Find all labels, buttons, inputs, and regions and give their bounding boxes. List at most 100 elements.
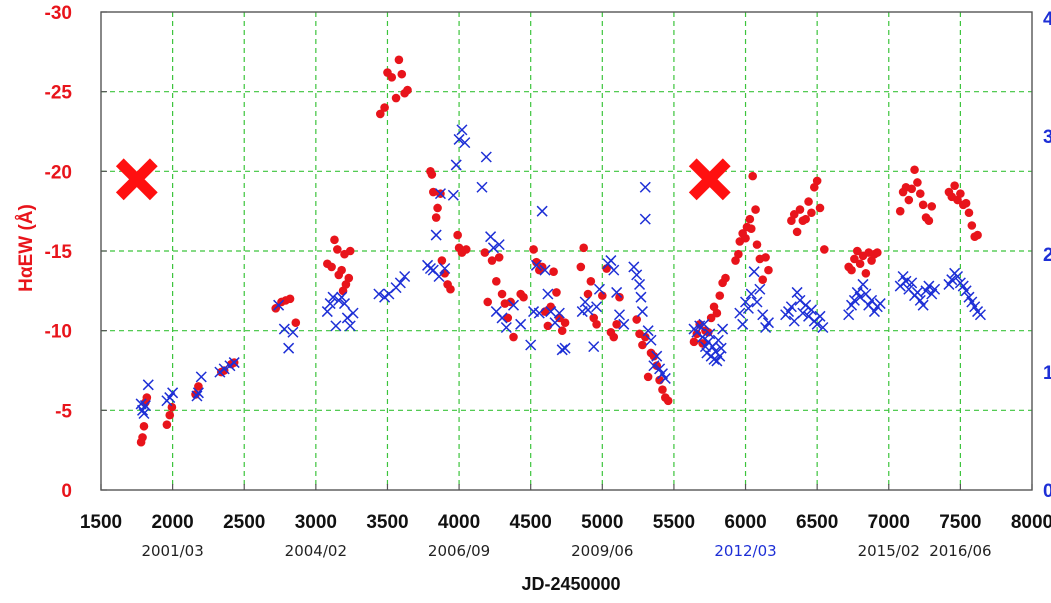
blue-cross-point [283, 342, 295, 354]
red-circle-point [873, 248, 882, 257]
red-circle-point [927, 202, 937, 211]
blue-cross-point [751, 296, 763, 308]
red-circle-point [165, 410, 175, 420]
y2-tick-label: 2 [1043, 245, 1051, 266]
red-circle-point [376, 109, 385, 119]
blue-cross-point [797, 307, 809, 319]
red-circle-point [492, 276, 501, 286]
blue-cross-point [906, 277, 918, 289]
y2-tick-label: 3 [1043, 127, 1051, 148]
blue-cross-point [273, 299, 285, 311]
red-circle-point [487, 256, 497, 265]
y-axis-ticks: 0 -5 -10 -15 -20 -25 -30 [45, 3, 107, 502]
red-circle-point [612, 319, 621, 329]
red-circle-point [380, 103, 389, 112]
x-tick-label: 5000 [581, 512, 623, 533]
red-circle-point [391, 93, 401, 103]
red-circle-point [327, 262, 336, 272]
blue-cross-point [430, 229, 442, 241]
blue-cross-point [338, 298, 351, 310]
blue-cross-point [757, 309, 769, 321]
red-circle-point [453, 230, 462, 240]
blue-cross-point [459, 137, 471, 149]
blue-cross-point [553, 307, 565, 319]
red-circle-point [483, 297, 493, 307]
red-circle-point [397, 69, 407, 79]
red-circle-point [956, 189, 965, 198]
red-circle-point [437, 256, 447, 265]
x-tick-label: 8000 [1011, 512, 1051, 533]
x-tick-label: 7000 [868, 512, 910, 533]
red-circle-point [427, 170, 437, 179]
blue-cross-point [843, 309, 855, 321]
red-circle-point [344, 273, 354, 283]
red-circle-point [820, 245, 829, 254]
blue-cross-point [631, 269, 643, 281]
blue-cross-point [556, 344, 568, 356]
red-circle-point [497, 289, 507, 299]
blue-cross-point [745, 288, 757, 300]
blue-cross-point [636, 306, 648, 318]
blue-cross-point [545, 306, 557, 318]
y-tick-label: -15 [45, 242, 73, 263]
red-circle-point [812, 176, 822, 186]
y-tick-label: -5 [55, 401, 72, 422]
red-circle-point [807, 208, 816, 218]
blue-cross-point [754, 283, 766, 295]
y-tick-label: 0 [61, 481, 72, 502]
red-circle-point [643, 372, 653, 382]
blue-cross-point [218, 363, 230, 375]
blue-cross-point [811, 318, 823, 330]
blue-cross-point [593, 283, 605, 295]
blue-cross-point [748, 266, 760, 278]
blue-cross-point [542, 288, 554, 300]
blue-cross-point [717, 323, 729, 335]
blue-cross-point [327, 291, 339, 303]
red-circle-point [529, 245, 538, 254]
red-circle-point [734, 249, 743, 259]
blue-cross-point [287, 326, 299, 338]
blue-cross-point [453, 133, 465, 145]
red-circle-point [532, 257, 541, 267]
y2-tick-label: 1 [1043, 363, 1051, 384]
blue-cross-point [191, 390, 203, 402]
x-tick-label: 4000 [438, 512, 480, 533]
x-tick-label: 3500 [366, 512, 408, 533]
blue-cross-point [857, 278, 869, 290]
red-circle-point [961, 198, 971, 208]
red-circle-point [428, 187, 438, 197]
date-label: 2009/06 [571, 542, 633, 560]
blue-cross-point [588, 341, 600, 353]
blue-cross-point [559, 342, 571, 354]
red-circle-point [446, 284, 455, 294]
blue-cross-point [456, 124, 468, 136]
red-circle-point [333, 245, 342, 254]
red-circle-point [543, 321, 553, 331]
blue-cross-point [923, 280, 935, 292]
red-circle-point [560, 318, 570, 328]
blue-cross-point [628, 261, 640, 273]
blue-cross-point [611, 286, 623, 298]
blue-cross-point [579, 296, 591, 308]
data-series [135, 55, 986, 447]
blue-cross-point [344, 320, 356, 332]
blue-cross-point [805, 304, 817, 316]
red-circle-point [761, 253, 770, 262]
red-circle-point [387, 73, 397, 82]
red-circle-point [712, 308, 722, 318]
red-circle-point [519, 292, 528, 302]
x-tick-label: 3000 [295, 512, 337, 533]
blue-cross-point [613, 309, 626, 321]
red-circle-point [632, 315, 641, 324]
red-circle-point [764, 265, 773, 275]
blue-cross-point [929, 283, 941, 295]
red-circle-point [850, 254, 859, 264]
blue-cross-point [192, 387, 204, 399]
red-circle-point [715, 291, 725, 300]
red-circle-point [792, 227, 802, 237]
date-label: 2015/02 [858, 542, 920, 560]
blue-cross-point [433, 270, 445, 283]
red-circle-point [913, 178, 922, 187]
red-circle-point [907, 184, 916, 194]
